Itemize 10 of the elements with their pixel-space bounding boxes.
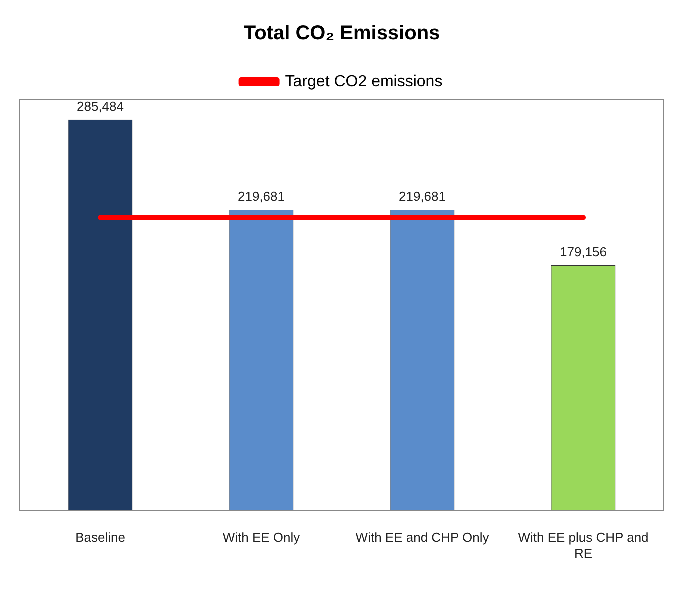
data-label: 219,681	[399, 189, 446, 204]
x-tick-label: With EE plus CHP and RE	[518, 530, 649, 561]
data-label: 179,156	[560, 244, 607, 260]
legend-label: Target CO2 emissions	[285, 73, 443, 90]
data-label: 219,681	[238, 189, 285, 204]
x-tick-label: Baseline	[76, 530, 126, 546]
x-tick-label: With EE and CHP Only	[356, 530, 490, 546]
chart-title: Total CO₂ Emissions	[244, 22, 440, 45]
x-tick-label: With EE Only	[222, 530, 301, 546]
data-label: 285,484	[77, 98, 124, 114]
